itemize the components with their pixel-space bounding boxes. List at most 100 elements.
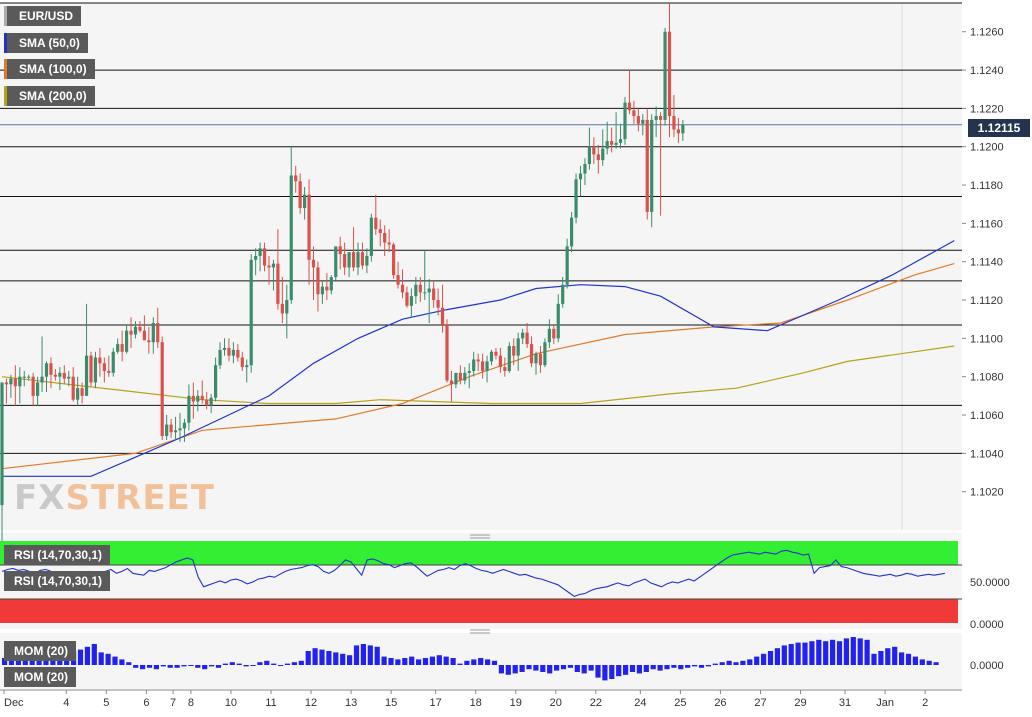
- candle-body: [512, 346, 516, 356]
- candle-body: [165, 424, 169, 437]
- mom-bar: [298, 660, 304, 665]
- candle-body: [485, 361, 489, 371]
- mom-bar: [533, 665, 539, 671]
- candle-body: [418, 284, 422, 293]
- mom-bar: [643, 665, 649, 672]
- main-plot-bg: [0, 3, 962, 530]
- candle-body: [574, 179, 578, 218]
- mom-bar: [347, 655, 353, 665]
- rsi-tick-label: 50.0000: [970, 577, 1010, 589]
- candle-body: [409, 296, 413, 306]
- candle-body: [436, 300, 440, 308]
- y-tick-label: 1.1260: [970, 27, 1004, 39]
- x-tick-label: 31: [839, 697, 851, 709]
- mom-bar: [485, 659, 491, 665]
- mom-bar: [629, 665, 636, 672]
- mom-bar: [2, 658, 8, 665]
- candle-body: [44, 363, 49, 377]
- y-tick-label: 1.1180: [970, 180, 1003, 192]
- candle-body: [627, 102, 632, 111]
- candle-body: [289, 175, 293, 301]
- candle-body: [285, 300, 289, 314]
- mom-bar: [912, 656, 918, 665]
- mom-bar: [257, 662, 263, 665]
- candle-body: [463, 372, 467, 381]
- mom-bar: [271, 663, 277, 665]
- x-tick-label: 7: [170, 697, 176, 709]
- mom-bar: [526, 665, 532, 670]
- candle-body: [62, 372, 66, 379]
- mom-bar: [360, 644, 366, 665]
- mom-bar: [367, 645, 373, 665]
- mom-bar: [422, 658, 429, 665]
- candle-body: [316, 267, 320, 295]
- legend-sma100[interactable]: SMA (100,0): [4, 59, 95, 79]
- candle-body: [645, 119, 649, 212]
- mom-bar: [705, 665, 711, 667]
- mom-bar: [919, 659, 925, 665]
- candle-body: [27, 376, 31, 378]
- rsi-pane-sublabel[interactable]: RSI (14,70,30,1): [4, 571, 111, 591]
- mom-bar: [754, 656, 760, 665]
- candle-body: [543, 342, 547, 366]
- candle-body: [578, 173, 583, 180]
- x-tick-label: Jan: [876, 697, 894, 709]
- mom-bar: [623, 665, 629, 675]
- mom-bar: [236, 663, 242, 665]
- mom-bar: [133, 665, 139, 668]
- candle-body: [320, 286, 324, 295]
- mom-bar: [698, 665, 705, 668]
- candle-body: [383, 232, 387, 243]
- candle-body: [218, 349, 222, 366]
- candle-body: [18, 376, 22, 387]
- mom-bar: [140, 665, 146, 670]
- mom-pane-label[interactable]: MOM (20): [4, 641, 76, 661]
- legend-sma200[interactable]: SMA (200,0): [4, 86, 95, 106]
- mom-bar: [402, 658, 408, 665]
- candle-body: [449, 380, 454, 385]
- candle-body: [334, 246, 338, 278]
- x-tick-label: Dec: [4, 697, 24, 709]
- candle-body: [405, 292, 409, 306]
- mom-pane-sublabel[interactable]: MOM (20): [4, 667, 76, 687]
- candle-body: [538, 353, 543, 366]
- rsi-pane-label[interactable]: RSI (14,70,30,1): [4, 545, 111, 565]
- x-tick-label: 15: [385, 697, 397, 709]
- mom-bar: [374, 646, 380, 665]
- candle-body: [351, 252, 356, 268]
- mom-bar: [560, 665, 567, 670]
- legend-sma50[interactable]: SMA (50,0): [4, 33, 88, 53]
- x-tick-label: 13: [345, 697, 357, 709]
- candle-body: [307, 194, 311, 260]
- y-tick-label: 1.1040: [970, 448, 1004, 460]
- candle-body: [9, 378, 13, 385]
- rsi-tick-label: 0.0000: [970, 619, 1004, 631]
- x-tick-label: 12: [305, 697, 317, 709]
- rsi-oversold-zone: [0, 599, 958, 623]
- candle-body: [570, 217, 574, 247]
- mom-bar: [761, 653, 767, 665]
- candle-body: [209, 397, 213, 406]
- candle-body: [311, 259, 316, 268]
- mom-bar: [747, 659, 753, 665]
- x-tick-label: 6: [143, 697, 149, 709]
- candle-body: [36, 382, 40, 396]
- candle-body: [294, 175, 298, 182]
- candle-body: [596, 154, 600, 161]
- candle-body: [280, 303, 284, 314]
- mom-bar: [333, 652, 339, 665]
- candle-body: [552, 328, 556, 339]
- candle-body: [111, 351, 115, 373]
- candle-body: [676, 129, 680, 134]
- mom-bar: [209, 665, 215, 667]
- mom-bar: [305, 651, 311, 665]
- candle-body: [258, 248, 262, 256]
- mom-bar: [671, 665, 677, 668]
- candle-body: [200, 395, 204, 400]
- x-tick-label: 8: [188, 697, 194, 709]
- legend-symbol[interactable]: EUR/USD: [4, 6, 82, 26]
- x-tick-label: 27: [754, 697, 766, 709]
- mom-bar: [519, 665, 525, 672]
- mom-bar: [243, 665, 249, 667]
